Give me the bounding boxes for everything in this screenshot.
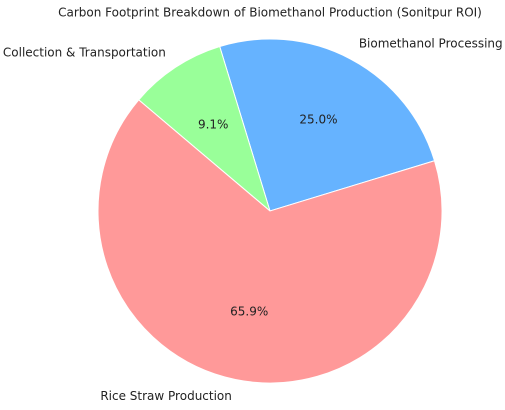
- pie-slice: [97, 99, 443, 384]
- pie-slice: [219, 38, 436, 212]
- slice-label: Rice Straw Production: [100, 389, 232, 403]
- pie-slice: [138, 45, 271, 213]
- slice-label: Biomethanol Processing: [359, 36, 503, 50]
- chart-title: Carbon Footprint Breakdown of Biomethano…: [58, 6, 482, 20]
- percent-label: 65.9%: [230, 305, 268, 319]
- percent-label: 9.1%: [198, 117, 229, 131]
- percent-label: 25.0%: [299, 112, 337, 126]
- slice-label: Collection & Transportation: [3, 46, 166, 60]
